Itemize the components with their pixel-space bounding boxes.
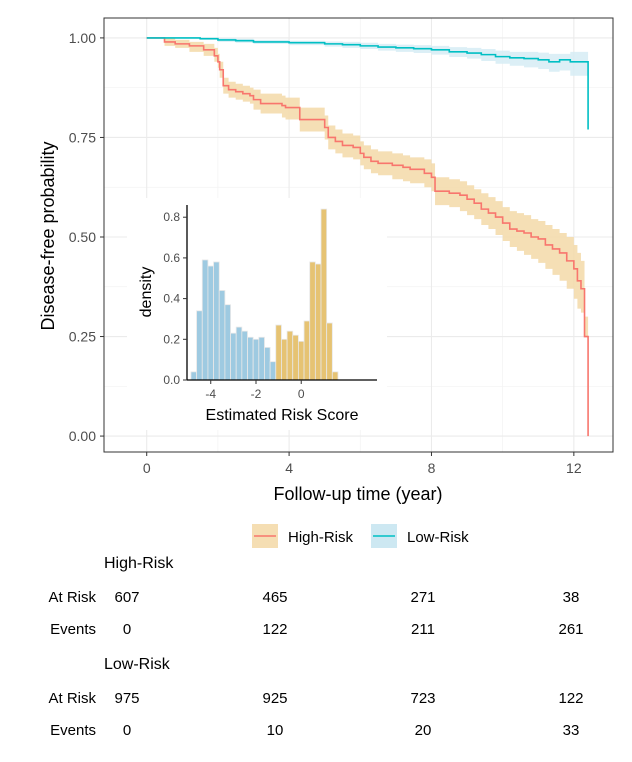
- x-tick-label: 4: [285, 460, 293, 476]
- confidence-band-low-risk: [146, 37, 589, 206]
- histogram-bar: [235, 326, 243, 381]
- histogram-bar: [264, 347, 271, 381]
- histogram-bar: [275, 324, 282, 381]
- risk-cell: 975: [114, 690, 139, 707]
- histogram-bar: [201, 259, 209, 381]
- confidence-bands: [146, 37, 589, 437]
- survival-curve-low-risk: [146, 37, 589, 130]
- risk-cell: 0: [123, 722, 131, 739]
- plot-border: [103, 17, 614, 453]
- inset-y-axis-title: density: [138, 267, 155, 318]
- inset-x-ticks: -4 -2 0: [205, 380, 305, 401]
- histogram-bar: [230, 332, 237, 381]
- histogram-bar: [326, 322, 333, 381]
- survival-curves: [146, 37, 589, 437]
- histogram-bar: [292, 334, 299, 381]
- risk-cell: 261: [558, 621, 583, 638]
- histogram-bar: [314, 263, 322, 381]
- x-axis-ticks: 0 4 8 12: [143, 452, 582, 476]
- y-tick-label: 0.00: [69, 428, 96, 444]
- x-tick-label: 0: [143, 460, 151, 476]
- risk-cell: 271: [410, 589, 435, 606]
- inset-y-tick-label: 0.0: [163, 373, 180, 387]
- histogram-bar: [252, 338, 260, 381]
- histogram-bar: [286, 330, 294, 381]
- legend-label-low-risk: Low-Risk: [407, 529, 469, 546]
- risk-row-label: At Risk: [48, 690, 96, 707]
- risk-row-label: Events: [50, 722, 96, 739]
- histogram-bar: [247, 336, 254, 381]
- inset-y-tick-label: 0.6: [163, 251, 180, 265]
- legend-item-low-risk: Low-Risk: [371, 524, 469, 548]
- histogram-bar: [258, 336, 265, 381]
- risk-cell: 607: [114, 589, 139, 606]
- histogram-bar: [241, 330, 248, 381]
- histogram-bar: [196, 310, 203, 381]
- histogram-bar: [303, 320, 311, 381]
- histogram-bar: [281, 338, 288, 381]
- y-tick-label: 0.25: [69, 329, 96, 345]
- risk-cell: 211: [411, 621, 435, 638]
- legend: High-Risk Low-Risk: [252, 524, 469, 548]
- x-tick-label: 12: [566, 460, 582, 476]
- risk-cell: 38: [563, 589, 580, 606]
- legend-item-high-risk: High-Risk: [252, 524, 354, 548]
- inset-y-tick-label: 0.2: [163, 332, 180, 346]
- y-tick-label: 1.00: [69, 30, 96, 46]
- inset-y-ticks: 0.0 0.2 0.4 0.6 0.8: [163, 210, 187, 387]
- inset-x-axis-title: Estimated Risk Score: [206, 407, 359, 424]
- inset-x-tick-label: -2: [251, 387, 262, 401]
- histogram-bars: [190, 208, 339, 381]
- inset-x-tick-label: 0: [298, 387, 305, 401]
- histogram-bar: [190, 371, 198, 381]
- histogram-bar: [207, 265, 214, 381]
- y-tick-label: 0.50: [69, 229, 96, 245]
- histogram-bar: [320, 208, 328, 381]
- histogram-bar: [309, 261, 316, 381]
- risk-row-label: Events: [50, 621, 96, 638]
- risk-cell: 122: [558, 690, 583, 707]
- risk-group-title-high: High-Risk: [104, 555, 174, 572]
- histogram-bar: [213, 261, 220, 381]
- risk-cell: 723: [410, 690, 435, 707]
- legend-label-high-risk: High-Risk: [288, 529, 354, 546]
- risk-cell: 465: [262, 589, 287, 606]
- inset-y-tick-label: 0.8: [163, 210, 180, 224]
- risk-cell: 925: [262, 690, 287, 707]
- histogram-bar: [269, 361, 277, 381]
- risk-cell: 20: [415, 722, 432, 739]
- risk-cell: 33: [563, 722, 580, 739]
- y-axis-title: Disease-free probability: [38, 141, 58, 330]
- histogram-bar: [218, 290, 226, 381]
- y-tick-label: 0.75: [69, 129, 96, 145]
- histogram-bar: [297, 340, 305, 381]
- risk-row-label: At Risk: [48, 589, 96, 606]
- survival-curve-high-risk: [146, 37, 589, 437]
- inset-x-tick-label: -4: [205, 387, 216, 401]
- histogram-bar: [331, 371, 339, 381]
- x-tick-label: 8: [428, 460, 436, 476]
- x-axis-title: Follow-up time (year): [273, 484, 442, 504]
- histogram-bar: [224, 304, 231, 381]
- risk-table: High-Risk At Risk Events Low-Risk At Ris…: [48, 555, 583, 739]
- inset-histogram: 0.0 0.2 0.4 0.6 0.8 -4 -2 0 Estimated Risk Sco…: [127, 198, 387, 430]
- y-axis-ticks: 0.00 0.25 0.50 0.75 1.00: [69, 30, 104, 444]
- risk-cell: 122: [262, 621, 287, 638]
- inset-background: [127, 198, 387, 430]
- risk-group-title-low: Low-Risk: [104, 656, 171, 673]
- risk-cell: 0: [123, 621, 131, 638]
- inset-y-tick-label: 0.4: [163, 292, 180, 306]
- risk-cell: 10: [267, 722, 284, 739]
